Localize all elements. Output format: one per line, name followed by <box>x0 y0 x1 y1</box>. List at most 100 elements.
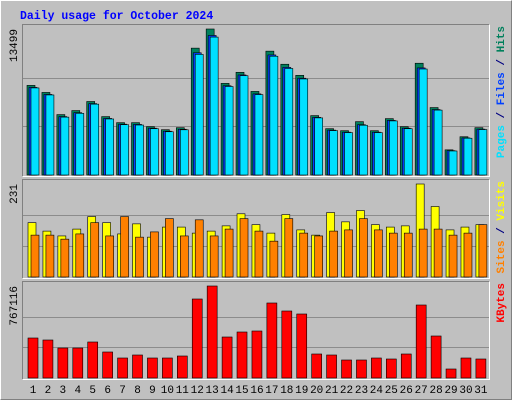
bar <box>359 124 368 176</box>
x-tick-label: 12 <box>191 385 204 397</box>
bar <box>344 132 353 176</box>
bar <box>460 357 472 379</box>
bar <box>239 75 249 176</box>
y-tick-label: 767116 <box>9 286 21 326</box>
bar <box>194 219 204 278</box>
bar <box>135 236 144 278</box>
bar <box>314 235 323 278</box>
bar <box>356 359 367 379</box>
bar <box>236 331 248 379</box>
legend-entry: Sites <box>496 240 508 273</box>
legend-separator: / <box>496 105 508 125</box>
bar <box>389 232 398 278</box>
x-tick-label: 3 <box>60 385 67 397</box>
bar <box>269 240 279 278</box>
bar <box>478 129 488 176</box>
x-tick-label: 18 <box>280 385 293 397</box>
bar <box>30 87 40 176</box>
bar <box>281 310 293 379</box>
x-tick-label: 20 <box>310 385 323 397</box>
bar <box>433 228 443 278</box>
bar <box>284 68 294 176</box>
x-tick-label: 29 <box>444 385 457 397</box>
bar <box>329 230 338 278</box>
bar <box>433 109 443 176</box>
legend-separator: / <box>496 52 508 72</box>
legend: Sites / Visits <box>496 181 508 273</box>
bar <box>180 129 189 176</box>
x-tick-label: 10 <box>161 385 174 397</box>
bar <box>448 150 458 176</box>
bar <box>147 357 158 379</box>
bar <box>87 341 99 379</box>
bar <box>224 228 234 278</box>
x-tick-label: 1 <box>30 385 37 397</box>
bar <box>224 86 234 176</box>
chart-title: Daily usage for October 2024 <box>20 10 213 23</box>
bar <box>30 234 40 278</box>
x-tick-label: 19 <box>295 385 308 397</box>
x-tick-label: 5 <box>89 385 96 397</box>
x-tick-label: 30 <box>459 385 472 397</box>
bar <box>45 234 55 278</box>
bar <box>418 68 428 176</box>
bar <box>269 55 279 176</box>
x-tick-label: 16 <box>250 385 263 397</box>
x-tick-label: 15 <box>235 385 248 397</box>
bar <box>418 228 428 278</box>
bar <box>209 36 219 176</box>
x-tick-label: 25 <box>385 385 398 397</box>
panel-edge <box>22 179 490 279</box>
panel-edge <box>22 179 490 279</box>
y-tick-label: 231 <box>9 184 21 204</box>
bar <box>463 232 473 278</box>
bar <box>475 358 487 379</box>
bar <box>374 229 383 278</box>
bar <box>299 78 309 176</box>
bar <box>329 130 338 176</box>
bar <box>117 357 128 379</box>
bar <box>209 235 219 278</box>
bar <box>400 353 412 379</box>
panel-edge <box>22 281 490 380</box>
bar <box>311 353 322 379</box>
bar <box>266 302 278 379</box>
x-tick-label: 9 <box>149 385 156 397</box>
x-tick-label: 13 <box>206 385 219 397</box>
bar <box>105 118 114 176</box>
bar <box>296 313 308 379</box>
bar <box>478 224 488 278</box>
x-tick-label: 14 <box>220 385 234 397</box>
bar <box>150 231 159 278</box>
x-tick-label: 31 <box>474 385 488 397</box>
bar <box>165 131 174 176</box>
legend-entry: Files <box>496 72 508 105</box>
panel-edge <box>22 24 490 177</box>
panel-edge <box>22 24 490 177</box>
bar <box>299 232 309 278</box>
bar <box>284 218 294 278</box>
bar <box>191 298 203 379</box>
bar <box>150 128 159 176</box>
x-tick-label: 22 <box>340 385 353 397</box>
x-tick-label: 26 <box>400 385 413 397</box>
bar <box>177 355 188 379</box>
x-tick-label: 21 <box>325 385 339 397</box>
bar <box>162 357 173 379</box>
legend: KBytes <box>496 283 508 323</box>
bar <box>60 116 70 176</box>
bar <box>75 233 85 278</box>
x-tick-label: 7 <box>119 385 126 397</box>
bar <box>403 128 413 176</box>
bar <box>430 335 442 379</box>
bar <box>344 229 353 278</box>
bar <box>448 234 458 278</box>
legend-entry: KBytes <box>496 283 508 323</box>
bar <box>389 120 398 176</box>
x-tick-label: 17 <box>265 385 278 397</box>
x-tick-label: 28 <box>430 385 443 397</box>
bar <box>254 230 264 278</box>
bar <box>135 124 144 176</box>
bar <box>120 124 129 176</box>
